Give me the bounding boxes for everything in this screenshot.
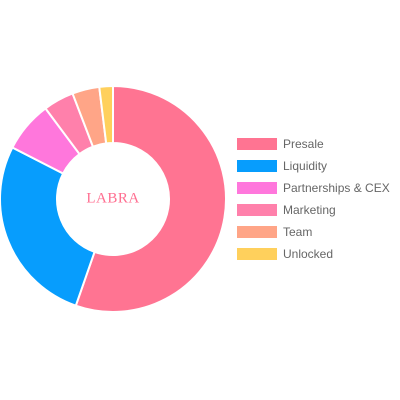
- legend-label-presale: Presale: [283, 137, 324, 151]
- center-label: LABRA: [86, 190, 139, 206]
- legend-item-partnerships-and-cex[interactable]: Partnerships & CEX: [237, 181, 390, 195]
- legend-item-marketing[interactable]: Marketing: [237, 203, 336, 217]
- legend-swatch-partnerships-and-cex: [237, 182, 277, 194]
- legend-swatch-marketing: [237, 204, 277, 216]
- legend-label-marketing: Marketing: [283, 203, 336, 217]
- legend-label-unlocked: Unlocked: [283, 247, 333, 261]
- legend-swatch-unlocked: [237, 248, 277, 260]
- legend: Presale Liquidity Partnerships & CEX Market…: [237, 137, 390, 261]
- legend-swatch-liquidity: [237, 160, 277, 172]
- legend-item-team[interactable]: Team: [237, 225, 312, 239]
- legend-item-liquidity[interactable]: Liquidity: [237, 159, 327, 173]
- slice-unlocked[interactable]: [98, 84, 114, 145]
- legend-item-presale[interactable]: Presale: [237, 137, 324, 151]
- legend-label-team: Team: [283, 225, 312, 239]
- legend-swatch-team: [237, 226, 277, 238]
- slices-group: [0, 84, 227, 313]
- legend-label-partnerships-and-cex: Partnerships & CEX: [283, 181, 390, 195]
- legend-item-unlocked[interactable]: Unlocked: [237, 247, 333, 261]
- legend-label-liquidity: Liquidity: [283, 159, 327, 173]
- slice-liquidity[interactable]: [0, 146, 96, 307]
- legend-swatch-presale: [237, 138, 277, 150]
